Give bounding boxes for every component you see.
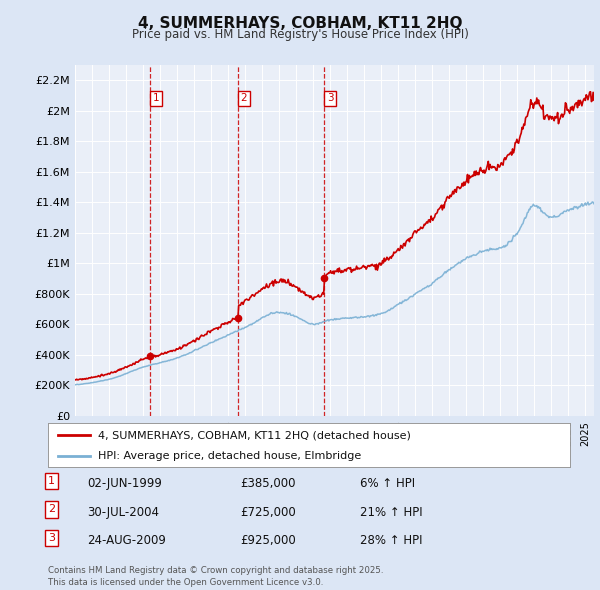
Text: 28% ↑ HPI: 28% ↑ HPI [360,534,422,547]
Text: £725,000: £725,000 [240,506,296,519]
Text: 02-JUN-1999: 02-JUN-1999 [87,477,162,490]
Text: 1: 1 [153,93,160,103]
Text: 1: 1 [48,476,55,486]
Text: 30-JUL-2004: 30-JUL-2004 [87,506,159,519]
Text: 2: 2 [48,504,55,514]
Text: Contains HM Land Registry data © Crown copyright and database right 2025.
This d: Contains HM Land Registry data © Crown c… [48,566,383,587]
Text: 4, SUMMERHAYS, COBHAM, KT11 2HQ (detached house): 4, SUMMERHAYS, COBHAM, KT11 2HQ (detache… [98,431,410,440]
Text: HPI: Average price, detached house, Elmbridge: HPI: Average price, detached house, Elmb… [98,451,361,461]
Text: Price paid vs. HM Land Registry's House Price Index (HPI): Price paid vs. HM Land Registry's House … [131,28,469,41]
Text: 24-AUG-2009: 24-AUG-2009 [87,534,166,547]
Text: £385,000: £385,000 [240,477,296,490]
Text: 6% ↑ HPI: 6% ↑ HPI [360,477,415,490]
Text: 4, SUMMERHAYS, COBHAM, KT11 2HQ: 4, SUMMERHAYS, COBHAM, KT11 2HQ [138,16,462,31]
Text: £925,000: £925,000 [240,534,296,547]
Text: 3: 3 [48,533,55,543]
Text: 21% ↑ HPI: 21% ↑ HPI [360,506,422,519]
Text: 3: 3 [327,93,334,103]
Text: 2: 2 [241,93,247,103]
